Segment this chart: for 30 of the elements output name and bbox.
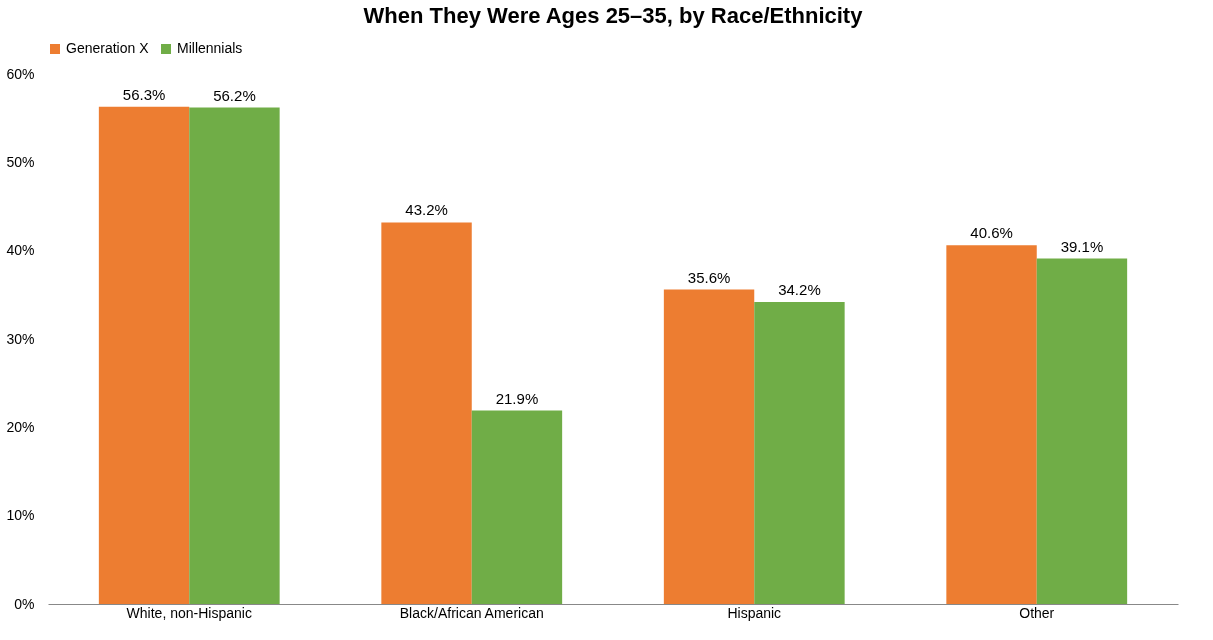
data-label: 40.6% <box>970 224 1013 242</box>
x-tick-label: Hispanic <box>727 604 782 621</box>
bar <box>98 106 190 604</box>
y-tick-label: 50% <box>6 153 35 170</box>
bar <box>1036 258 1128 604</box>
bar <box>754 301 845 604</box>
y-tick-label: 0% <box>14 595 35 612</box>
data-label: 21.9% <box>495 389 539 407</box>
x-tick-label: Other <box>1019 604 1055 621</box>
data-label: 56.3% <box>122 85 166 103</box>
y-tick-label: 20% <box>6 418 35 435</box>
data-label: 39.1% <box>1060 237 1104 255</box>
data-label: 56.2% <box>213 86 256 104</box>
data-label: 43.2% <box>405 201 448 219</box>
y-tick-label: 40% <box>6 242 35 259</box>
y-tick-label: 60% <box>6 65 35 82</box>
chart-title: When They Were Ages 25–35, by Race/Ethnicity <box>363 3 864 28</box>
bar <box>471 410 563 604</box>
y-tick-label: 10% <box>6 507 35 524</box>
bar <box>663 289 755 604</box>
legend-label: Millennials <box>177 40 243 56</box>
data-label: 34.2% <box>778 280 821 298</box>
bar <box>946 245 1037 604</box>
x-tick-label: White, non-Hispanic <box>126 604 252 621</box>
legend-label: Generation X <box>66 40 150 56</box>
y-tick-label: 30% <box>6 330 35 347</box>
data-label: 35.6% <box>687 268 731 286</box>
x-tick-label: Black/African American <box>399 604 544 621</box>
bar <box>189 107 280 604</box>
bar <box>381 222 472 604</box>
